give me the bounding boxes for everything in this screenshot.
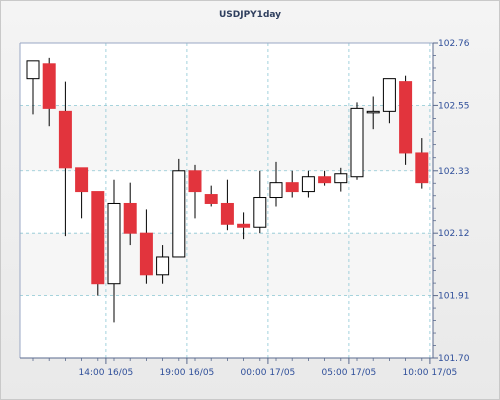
grid-band [20,105,433,171]
candle-down [123,182,137,246]
candle-body [399,81,413,154]
candle-up [172,158,186,258]
x-tick-label: 14:00 16/05 [79,368,134,378]
candle-body [139,232,153,276]
candle-body [334,173,348,184]
candle-up [253,170,267,234]
x-tick-label: 10:00 17/05 [403,368,458,378]
candle-up [382,78,396,124]
candle-down [139,209,153,284]
candle-down [204,185,218,207]
candle-body [42,63,56,109]
candle-body [26,60,40,80]
y-tick-label: 102.55 [438,101,470,111]
y-tick-label: 102.33 [438,167,470,177]
candle-body [415,152,429,184]
candle-body [366,110,380,114]
candle-body [285,182,299,193]
grid-band [20,233,433,296]
candle-body [253,197,267,228]
candle-up [107,179,121,323]
candle-down [188,164,202,219]
y-tick-label: 102.12 [438,229,470,239]
candle-body [123,202,137,234]
candle-up [156,245,170,284]
y-tick-label: 102.76 [438,39,470,49]
candle-up [301,170,315,198]
candle-down [415,138,429,189]
candle-down [220,179,234,231]
y-tick-label: 101.91 [438,292,470,302]
candle-up [334,167,348,192]
candle-body [188,170,202,193]
candle-down [91,191,105,296]
candle-body [382,78,396,112]
candle-body [75,167,89,193]
candle-body [91,191,105,285]
y-tick-label: 101.70 [438,354,470,364]
x-tick-label: 00:00 17/05 [241,368,296,378]
candle-body [350,107,364,178]
candle-down [75,167,89,219]
candle-body [220,202,234,225]
candle-body [58,110,72,169]
x-tick-label: 05:00 17/05 [322,368,377,378]
candle-body [318,176,332,184]
candle-up [350,102,364,180]
x-tick-label: 19:00 16/05 [160,368,215,378]
candle-down [285,170,299,198]
candle-body [107,202,121,285]
candle-body [269,182,283,199]
plot-area [20,43,433,358]
candle-down [42,57,56,127]
candle-body [204,194,218,204]
candle-body [301,176,315,193]
candle-body [237,223,251,228]
candle-body [156,256,170,276]
candle-up [26,60,40,115]
candle-down [237,212,251,240]
candle-up [269,161,283,207]
candle-down [58,81,72,237]
candle-up [366,96,380,130]
chart-title: USDJPY1day [218,10,282,20]
candle-down [399,75,413,165]
candle-down [318,170,332,186]
candle-body [172,170,186,258]
